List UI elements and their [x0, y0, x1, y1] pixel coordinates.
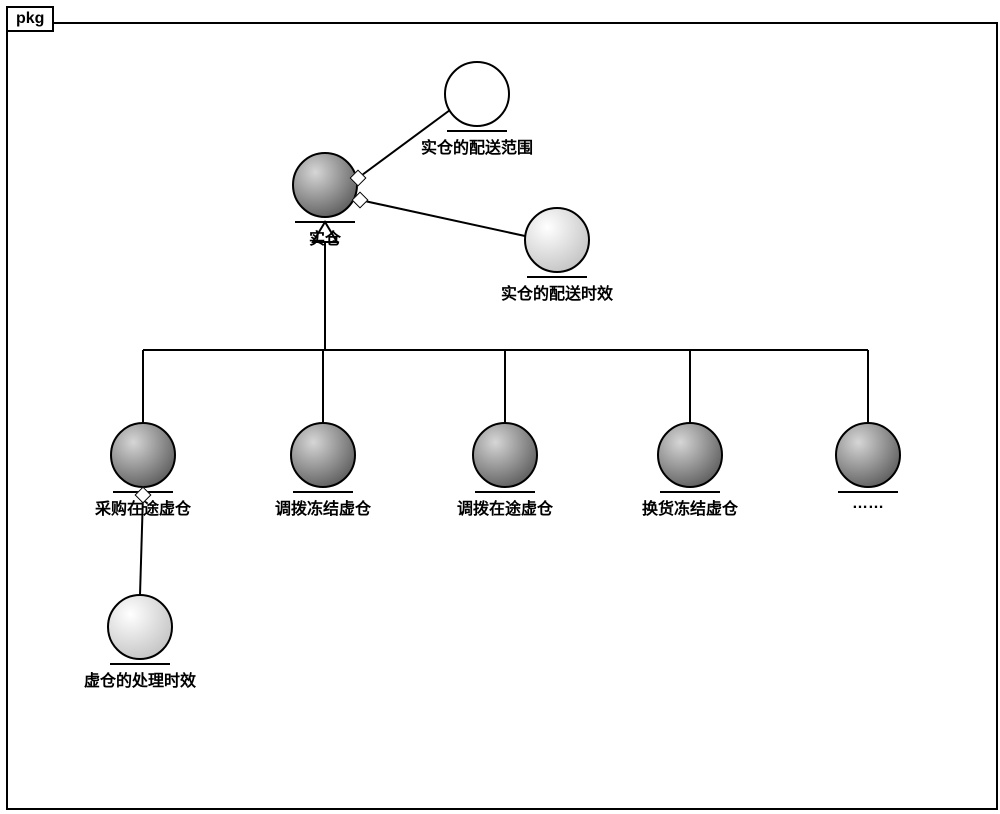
node-label-diaobo_zaitu: 调拨在途虚仓	[425, 495, 585, 519]
node-huanhuo	[658, 423, 722, 487]
node-underline	[110, 663, 170, 665]
node-underline	[295, 221, 355, 223]
package-tab: pkg	[6, 6, 54, 32]
node-diaobo_dongjie	[291, 423, 355, 487]
node-label-more: ……	[788, 495, 948, 513]
node-underline	[838, 491, 898, 493]
diagram-canvas: { "pkg_label": "pkg", "layout": { "canva…	[0, 0, 1000, 814]
node-label-peisong_fanwei: 实仓的配送范围	[397, 134, 557, 158]
node-xucang_shixiao	[108, 595, 172, 659]
node-label-shicang: 实仓	[245, 225, 405, 249]
node-shicang	[293, 153, 357, 217]
node-peisong_shixiao	[525, 208, 589, 272]
node-underline	[447, 130, 507, 132]
node-label-peisong_shixiao: 实仓的配送时效	[477, 280, 637, 304]
node-underline	[660, 491, 720, 493]
node-label-huanhuo: 换货冻结虚仓	[610, 495, 770, 519]
node-label-diaobo_dongjie: 调拨冻结虚仓	[243, 495, 403, 519]
node-diaobo_zaitu	[473, 423, 537, 487]
node-underline	[293, 491, 353, 493]
node-label-xucang_shixiao: 虚仓的处理时效	[60, 667, 220, 691]
node-caigou	[111, 423, 175, 487]
node-underline	[527, 276, 587, 278]
node-peisong_fanwei	[445, 62, 509, 126]
node-more	[836, 423, 900, 487]
node-underline	[475, 491, 535, 493]
package-label: pkg	[16, 10, 44, 27]
